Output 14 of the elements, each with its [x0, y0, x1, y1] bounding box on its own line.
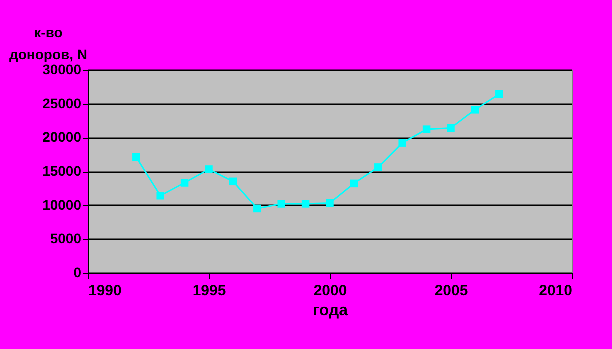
- y-tick-label: 15000: [42, 163, 82, 179]
- y-tick-label: 25000: [42, 95, 82, 112]
- y-tick-label: 20000: [42, 129, 82, 146]
- x-axis-title: года: [312, 302, 348, 320]
- y-tick-label: 5000: [50, 230, 82, 247]
- x-tick-label: 1995: [192, 282, 226, 300]
- x-tick-label: 1990: [88, 282, 122, 300]
- y-tick-label: 30000: [42, 62, 82, 78]
- x-tick-label: 2000: [314, 282, 348, 300]
- x-tick-label: 2005: [434, 282, 468, 300]
- x-tick-label: 2010: [539, 282, 572, 300]
- y-tick-label: 0: [74, 264, 82, 280]
- y-tick-label: 10000: [42, 196, 82, 213]
- y-axis-title: к-во доноров, N: [9, 24, 88, 62]
